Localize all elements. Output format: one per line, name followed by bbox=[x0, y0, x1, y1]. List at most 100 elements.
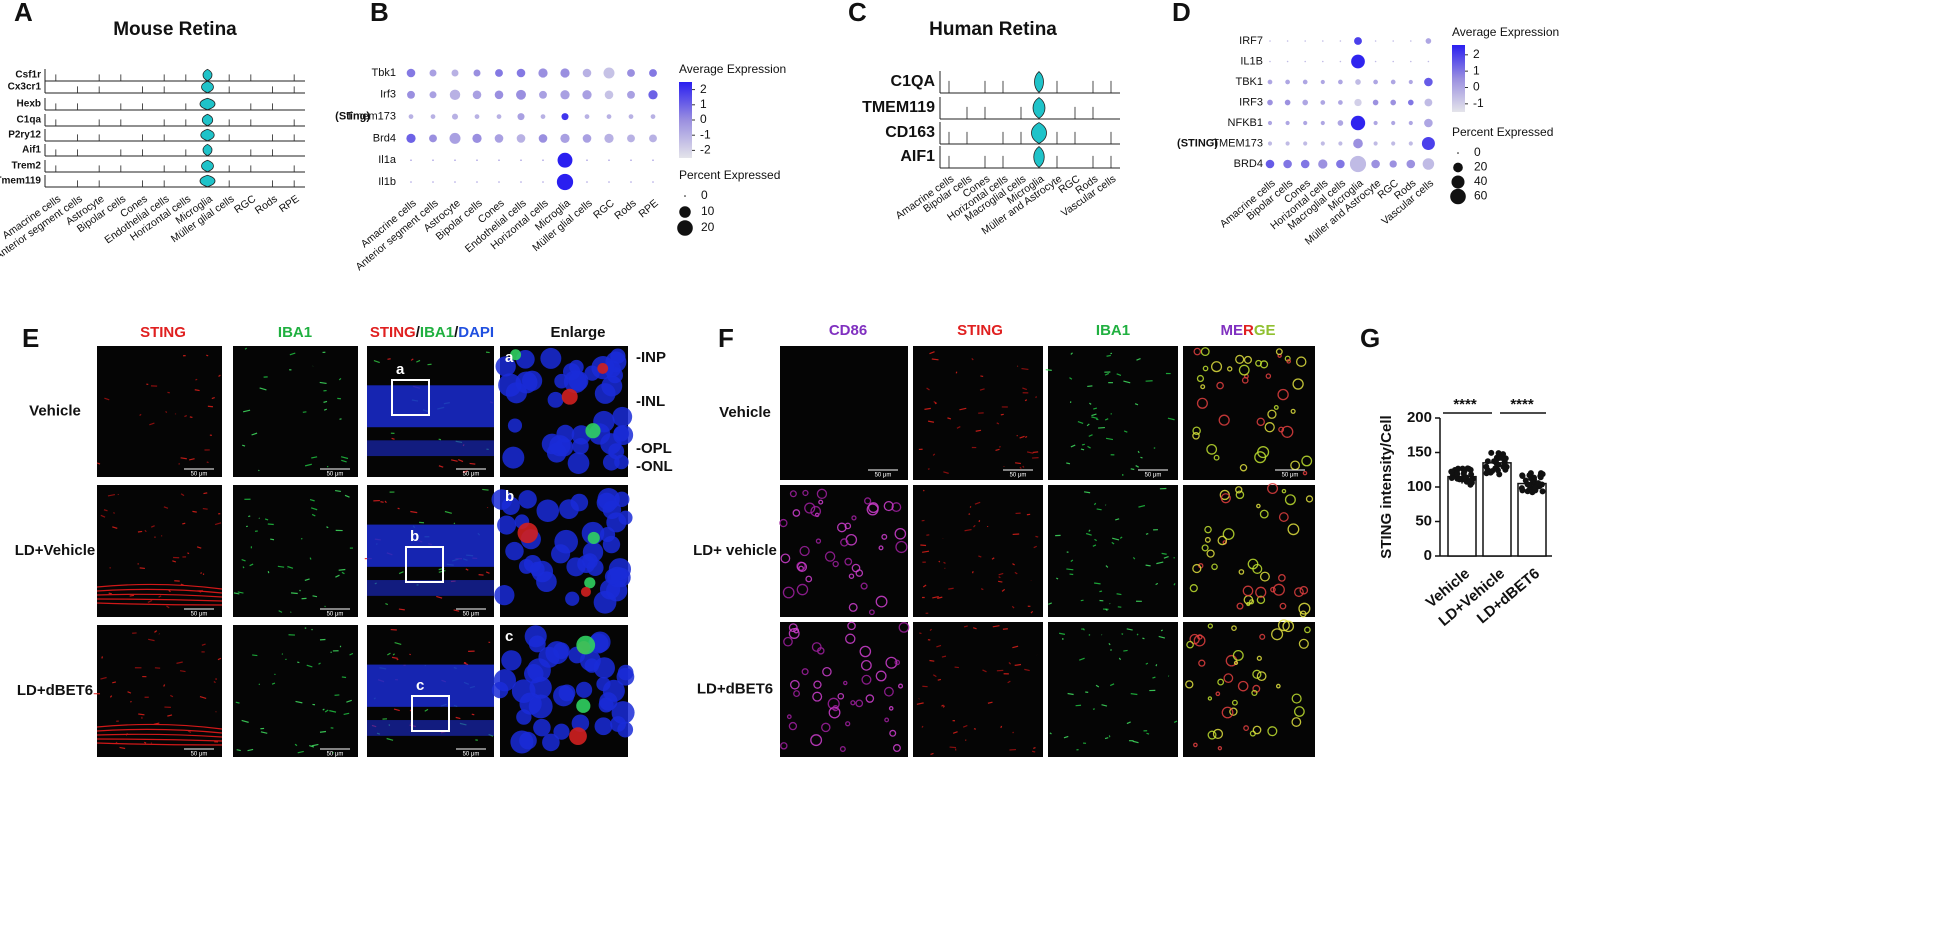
signal bbox=[311, 628, 313, 631]
signal bbox=[973, 728, 977, 730]
expression-dot bbox=[449, 132, 461, 144]
signal bbox=[920, 544, 927, 547]
signal bbox=[1215, 691, 1221, 697]
color-tick-label: 0 bbox=[1473, 80, 1480, 94]
legend-title: Average Expression bbox=[1452, 25, 1559, 39]
expression-dot bbox=[1392, 60, 1394, 63]
expression-dot bbox=[1320, 120, 1325, 126]
expression-dot bbox=[1286, 60, 1289, 63]
signal bbox=[963, 625, 968, 628]
header-part: GE bbox=[1254, 322, 1276, 339]
expression-dot bbox=[1269, 40, 1271, 42]
expression-dot bbox=[1424, 77, 1433, 87]
expression-dot bbox=[454, 181, 456, 183]
signal bbox=[1079, 657, 1085, 661]
signal bbox=[1000, 725, 1003, 729]
signal bbox=[1158, 635, 1166, 639]
expression-dot bbox=[1304, 40, 1306, 42]
signal bbox=[1192, 431, 1200, 440]
signal bbox=[1270, 586, 1276, 593]
signal bbox=[973, 524, 976, 528]
signal bbox=[1092, 708, 1095, 710]
signal bbox=[244, 347, 248, 350]
signal bbox=[322, 708, 325, 711]
signal bbox=[96, 738, 223, 742]
signal bbox=[930, 752, 934, 756]
signal bbox=[236, 749, 241, 752]
scale-bar-label: 50 μm bbox=[875, 473, 892, 479]
expression-dot bbox=[432, 159, 434, 161]
column-header: Enlarge bbox=[550, 324, 605, 341]
signal bbox=[264, 518, 269, 521]
expression-dot bbox=[429, 134, 437, 143]
gene-label: Aif1 bbox=[22, 145, 41, 156]
signal bbox=[1233, 660, 1239, 666]
signal bbox=[100, 514, 106, 518]
signal bbox=[1130, 693, 1138, 696]
cell-signal bbox=[584, 577, 596, 589]
signal bbox=[894, 659, 901, 666]
signal bbox=[154, 536, 156, 538]
signal bbox=[971, 571, 974, 574]
gene-label: TBK1 bbox=[1235, 76, 1263, 88]
color-tick-label: 2 bbox=[700, 82, 707, 96]
signal bbox=[1189, 584, 1198, 593]
expression-dot bbox=[627, 134, 635, 143]
row-label: LD+dBET6 bbox=[697, 680, 773, 697]
signal bbox=[165, 410, 168, 414]
signal bbox=[1232, 649, 1244, 661]
signal bbox=[979, 388, 985, 391]
signal bbox=[416, 359, 421, 363]
row-label: Vehicle bbox=[29, 402, 81, 419]
signal bbox=[1255, 586, 1267, 598]
signal bbox=[1216, 381, 1224, 390]
signal bbox=[304, 463, 312, 467]
signal bbox=[1093, 502, 1097, 506]
scale-bar-label: 50 μm bbox=[1282, 473, 1299, 479]
color-bar bbox=[679, 82, 692, 158]
header-part: / bbox=[454, 324, 459, 341]
signal bbox=[895, 540, 908, 554]
signal bbox=[260, 731, 268, 734]
signal bbox=[1077, 421, 1084, 425]
nucleus bbox=[559, 499, 579, 520]
expression-dot bbox=[1408, 141, 1413, 146]
signal bbox=[1155, 664, 1158, 667]
micrograph-texture bbox=[1049, 628, 1178, 751]
signal bbox=[1115, 518, 1120, 521]
nucleus bbox=[536, 499, 560, 523]
expression-dot bbox=[582, 68, 592, 78]
signal bbox=[158, 595, 162, 598]
micrograph bbox=[913, 346, 1043, 480]
signal bbox=[294, 743, 298, 747]
signal bbox=[96, 602, 223, 606]
signal bbox=[848, 573, 855, 579]
signal bbox=[934, 402, 937, 405]
signal bbox=[249, 563, 254, 567]
signal bbox=[196, 546, 202, 549]
expression-dot bbox=[561, 113, 569, 121]
nucleus bbox=[531, 560, 554, 583]
signal bbox=[1206, 549, 1215, 558]
color-tick-label: -1 bbox=[700, 127, 711, 141]
signal bbox=[1008, 661, 1012, 665]
jitter-point bbox=[1502, 455, 1509, 462]
signal bbox=[1002, 628, 1008, 630]
signal bbox=[793, 627, 800, 634]
signal bbox=[782, 586, 795, 599]
signal bbox=[309, 744, 315, 748]
signal bbox=[267, 523, 274, 526]
signal bbox=[180, 493, 185, 497]
signal bbox=[844, 557, 853, 566]
signal bbox=[810, 505, 822, 517]
expression-dot bbox=[1339, 40, 1342, 42]
signal bbox=[929, 628, 932, 632]
gene-label: IRF7 bbox=[1239, 35, 1263, 47]
signal bbox=[1281, 488, 1287, 494]
signal bbox=[1063, 735, 1069, 739]
signal bbox=[1275, 683, 1281, 689]
nucleus bbox=[602, 679, 625, 702]
column-header: STING bbox=[140, 324, 186, 341]
signal bbox=[1056, 577, 1059, 580]
jitter-point bbox=[1483, 463, 1490, 470]
